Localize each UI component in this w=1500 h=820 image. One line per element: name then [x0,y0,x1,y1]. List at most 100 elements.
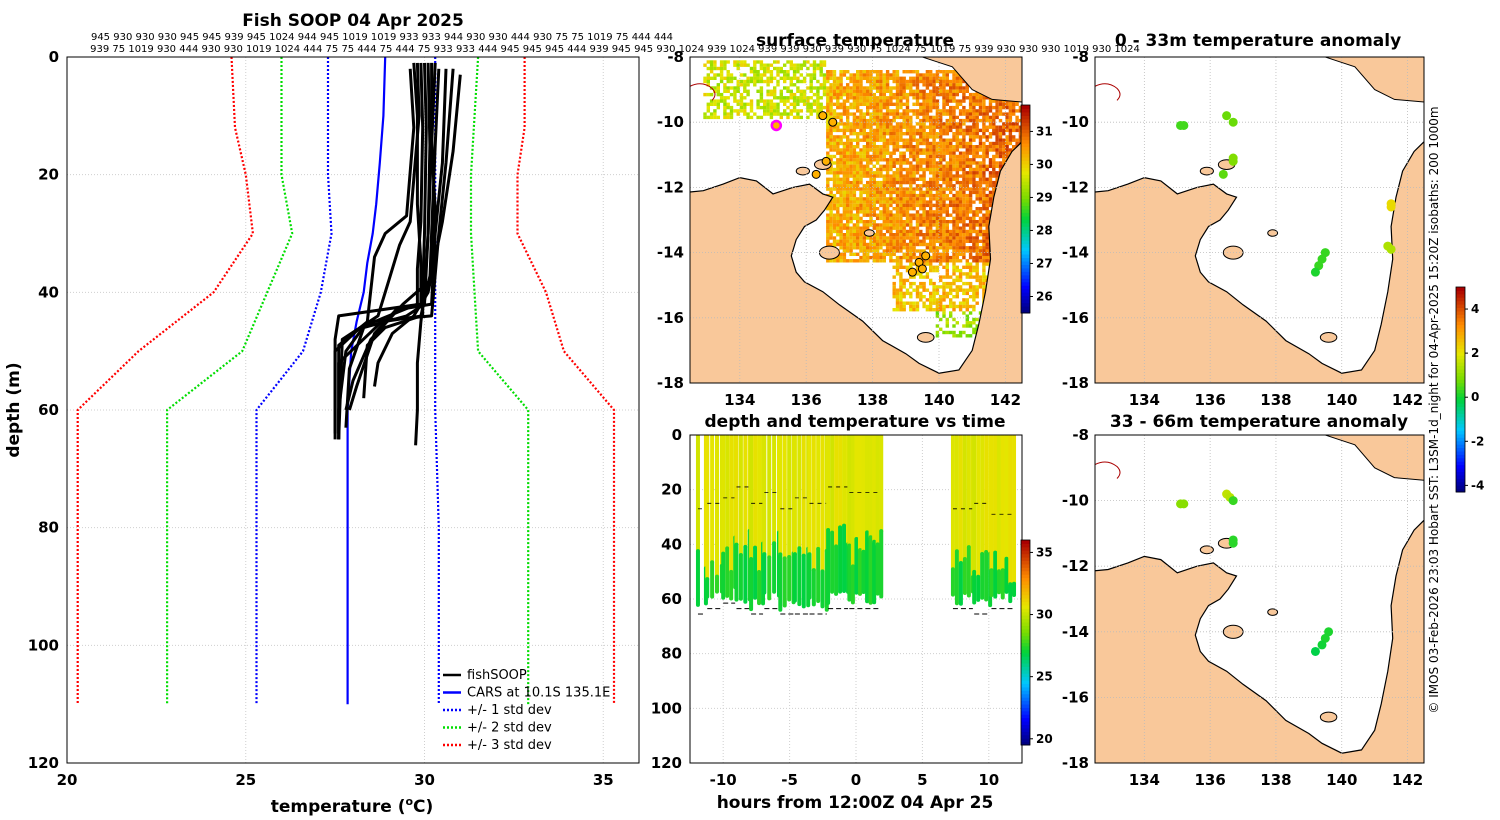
sst-pixel [919,281,923,286]
sst-pixel [743,96,747,100]
sst-pixel [776,105,780,110]
sst-pixel [929,187,933,191]
sst-pixel [972,321,976,325]
sst-pixel [915,295,920,299]
sst-pixel [869,190,873,195]
sst-pixel [982,180,986,185]
sst-pixel [846,141,850,146]
sst-pixel [939,161,943,165]
sst-pixel [929,177,933,181]
colorbar-tick: -4 [1471,478,1484,492]
sst-pixel [975,213,979,217]
sst-pixel [935,301,940,305]
sst-pixel [822,86,827,90]
sst-pixel [909,249,913,253]
sst-pixel [975,255,979,260]
sst-pixel [842,203,847,208]
sst-pixel [915,96,920,100]
sst-pixel [955,161,959,165]
sst-map-title: surface temperature [756,31,954,51]
time-x-tick: -10 [710,771,737,789]
time-panel: depth and temperature vs time -10 -5 0 5 100… [651,412,1053,813]
sst-pixel [949,112,953,116]
sst-pixel [885,252,890,256]
sst-pixel [985,184,989,188]
sst-pixel [885,220,890,224]
sst-pixel [942,96,946,100]
sst-pixel [842,174,847,178]
colorbar-segment [1021,177,1030,182]
sst-pixel [962,154,966,159]
sst-pixel [799,73,803,77]
sst-pixel [952,177,956,181]
sst-pixel [929,223,933,227]
sst-pixel [909,242,913,247]
sst-pixel [942,83,946,87]
sst-pixel [849,220,853,224]
sst-pixel [939,203,943,208]
sst-pixel [872,259,876,263]
sst-pixel [975,115,979,120]
sst-pixel [849,210,853,214]
sst-pixel [799,89,803,93]
colorbar-segment [1456,287,1465,291]
sst-pixel [978,233,983,237]
colorbar-segment [1456,437,1465,442]
sst-pixel [892,141,896,146]
sst-pixel [875,236,880,240]
sst-pixel [829,73,833,77]
colorbar-segment [1021,734,1030,739]
sst-pixel [709,60,714,64]
sst-pixel [749,79,754,84]
sst-pixel [846,145,850,149]
sst-pixel [975,197,979,201]
sst-pixel [839,246,843,250]
colorbar-segment [1021,295,1030,300]
sst-pixel [759,66,764,71]
sst-pixel [922,213,926,217]
sst-pixel [902,141,906,146]
sst-pixel [952,151,956,155]
sst-pixel [978,96,983,100]
sst-pixel [975,246,979,250]
sst-pixel [978,278,983,283]
sst-pixel [958,249,963,253]
sst-pixel [875,105,880,110]
sst-pixel [925,246,930,250]
sst-pixel [885,246,890,250]
sst-pixel [968,265,973,269]
sst-pixel [892,184,896,188]
sst-pixel [826,115,830,120]
sst-pixel [925,73,930,77]
sst-pixel [875,249,880,253]
sst-pixel [912,135,916,139]
sst-pixel [978,285,983,289]
sst-pixel [939,301,943,305]
sst-pixel [849,76,853,80]
sst-pixel [988,135,993,139]
sst-pixel [829,145,833,149]
sst-pixel [982,281,986,286]
sst-pixel [899,86,903,90]
anomaly-lower-panel: 33 - 66m temperature anomaly 134 136 138 14… [1062,412,1425,789]
sst-pixel [776,109,780,113]
sst-pixel [968,171,973,175]
sst-pixel [709,99,714,103]
sst-pixel [949,138,953,142]
sst-pixel [972,187,976,191]
sst-pixel [895,298,900,302]
sst-pixel [955,180,959,185]
sst-pixel [882,220,886,224]
colorbar-segment [1456,451,1465,455]
sst-pixel [726,76,730,80]
sst-pixel [713,86,717,90]
sst-pixel [882,73,886,77]
sst-pixel [892,102,896,106]
sst-pixel [982,213,986,217]
sst-map-grid [690,57,1022,383]
sst-pixel [895,135,900,139]
sst-pixel [932,122,936,126]
sst-pixel [899,96,903,100]
sst-pixel [955,128,959,133]
sst-pixel [866,259,870,263]
